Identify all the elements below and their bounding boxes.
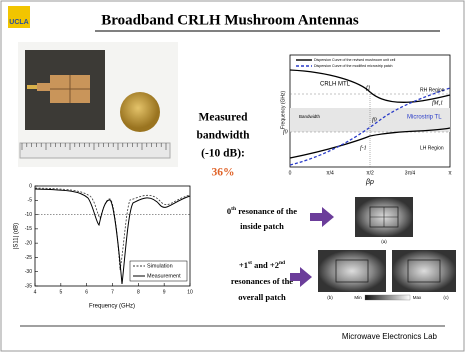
legend-entry: Dispersion Curve of the revised mushroom… <box>314 58 395 62</box>
resonance-text: +1st and +2nd <box>239 260 285 270</box>
freq-label: f0 <box>372 116 377 123</box>
resonance-text: 0th resonance of the <box>227 206 297 216</box>
bandwidth-text: bandwidth <box>196 130 250 142</box>
footer: Microwave Electronics Lab <box>342 332 438 341</box>
legend-entry: Measurement <box>147 273 181 279</box>
legend-entry: Dispersion Curve of the modified microst… <box>314 64 393 68</box>
plot-label: CRLH MTL <box>320 82 351 88</box>
freq-label: f-1 <box>360 144 367 151</box>
y-axis-label: Frequency (GHz) <box>280 90 286 129</box>
image-caption: (b) <box>327 295 333 300</box>
bandwidth-text: Measured <box>199 112 249 124</box>
colorbar-label: Min <box>354 295 362 300</box>
x-tick-label: 10 <box>187 289 193 295</box>
legend-entry: Simulation <box>147 263 173 269</box>
plot-label: LH Region <box>420 145 444 151</box>
bandwidth-value: 36% <box>212 167 235 179</box>
title: Broadband CRLH Mushroom Antennas <box>101 12 359 28</box>
y-tick-label: 0 <box>29 183 32 189</box>
x-tick-label: 6 <box>85 289 88 295</box>
freq-label: f1 <box>366 84 371 91</box>
y-tick-label: -30 <box>25 269 32 275</box>
antenna-photo <box>18 42 178 167</box>
y-axis-label: |S11| (dB) <box>14 223 20 249</box>
y-tick-label: -25 <box>25 255 32 261</box>
y-tick-label: -15 <box>25 226 32 232</box>
image-caption: (c) <box>443 295 449 300</box>
x-tick-label: 0 <box>289 170 292 176</box>
image-caption: (a) <box>381 239 387 244</box>
resonance-text: overall patch <box>238 292 286 302</box>
x-tick-label: 4 <box>34 289 37 295</box>
freq-label: fM,1 <box>432 99 443 106</box>
x-tick-label: 3π/4 <box>405 170 416 176</box>
y-tick-label: -10 <box>25 212 32 218</box>
resonance-text: inside patch <box>240 221 284 231</box>
plot-label: RH Region <box>420 87 445 93</box>
dispersion-plot: Dispersion Curve of the revised mushroom… <box>280 55 452 186</box>
plot-label: Microstrip TL <box>407 115 442 121</box>
y-tick-label: -5 <box>28 198 33 204</box>
logo-text: UCLA <box>9 19 28 26</box>
x-tick-label: π/2 <box>366 170 374 176</box>
x-tick-label: π/4 <box>326 170 334 176</box>
x-tick-label: 5 <box>59 289 62 295</box>
colorbar-label: Max <box>413 295 422 300</box>
x-tick-label: π <box>448 170 452 176</box>
resonance-text: resonances of the <box>231 276 293 286</box>
y-tick-label: -35 <box>25 283 32 289</box>
bandwidth-text: (-10 dB): <box>201 148 245 160</box>
plot-label: Bandwidth <box>299 114 321 119</box>
x-tick-label: 7 <box>111 289 114 295</box>
x-tick-label: 8 <box>137 289 140 295</box>
x-axis-label: βp <box>365 179 374 186</box>
x-axis-label: Frequency (GHz) <box>89 304 135 310</box>
slide: UCLA Broadband CRLH Mushroom Antennas Me… <box>0 0 465 352</box>
x-tick-label: 9 <box>163 289 166 295</box>
y-tick-label: -20 <box>25 240 32 246</box>
